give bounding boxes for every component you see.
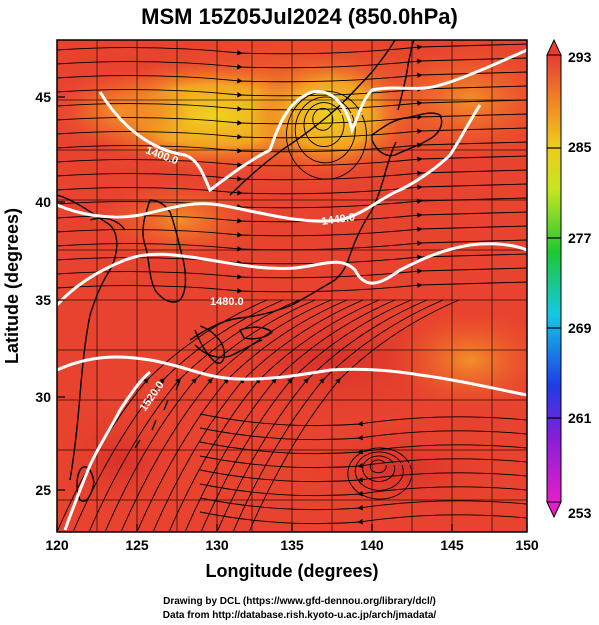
streamline: [312, 107, 334, 131]
streamline: [72, 299, 284, 532]
y-tick-label: 40: [35, 194, 51, 210]
contour-label: 1440.0: [321, 211, 356, 228]
x-tick-label: 150: [515, 537, 539, 553]
x-tick-label: 120: [45, 537, 69, 553]
colorbar-min-arrow: [546, 501, 562, 519]
streamline: [347, 447, 413, 500]
streamline: [303, 102, 345, 147]
credit-drawing: Drawing by DCL (https://www.gfd-dennou.o…: [163, 596, 436, 607]
streamline: [199, 455, 527, 469]
contour-label: 1480.0: [210, 296, 244, 308]
streamline: [184, 299, 396, 532]
streamline: [57, 267, 527, 280]
streamline: [136, 299, 348, 532]
x-tick-label: 135: [280, 537, 304, 553]
streamline: [199, 511, 527, 525]
streamline: [199, 427, 527, 441]
y-tick-label: 25: [35, 482, 51, 498]
coastlines: [57, 40, 443, 502]
streamline: [57, 281, 527, 294]
streamline: [57, 113, 527, 126]
colorbar-label: 261: [568, 410, 592, 426]
streamline: [200, 299, 412, 532]
streamline: [57, 99, 527, 112]
y-axis-title: Latitude (degrees): [2, 208, 22, 364]
streamline: [88, 299, 300, 532]
colorbar-scale: [546, 54, 562, 503]
streamline: [57, 155, 527, 168]
streamline: [199, 413, 527, 427]
streamline: [199, 469, 527, 483]
credit-data-source: Data from http://database.rish.kyoto-u.a…: [162, 610, 437, 621]
colorbar-max-arrow: [546, 38, 562, 56]
x-tick-labels: 120 125 130 135 140 145 150: [45, 537, 539, 553]
streamline: [294, 96, 356, 164]
streamline: [369, 459, 387, 474]
y-tick-label: 45: [35, 89, 51, 105]
temperature-field: 1400.0 1440.0 1480.0 1520.0: [57, 40, 527, 532]
streamline: [199, 441, 527, 455]
streamline: [57, 127, 527, 140]
x-tick-label: 125: [125, 537, 149, 553]
x-tick-label: 140: [360, 537, 384, 553]
y-tick-label: 35: [35, 292, 51, 308]
height-contours: [57, 48, 527, 531]
x-tick-label: 145: [440, 537, 464, 553]
y-tick-label: 30: [35, 389, 51, 405]
streamline: [57, 43, 527, 56]
streamline: [362, 455, 396, 482]
colorbar-label: 269: [568, 320, 592, 336]
streamline: [57, 169, 527, 182]
x-tick-marks: [56, 524, 528, 532]
colorbar: 293 285 277 269 261 253: [546, 38, 592, 521]
streamline: [216, 299, 428, 532]
y-tick-marks: [57, 96, 65, 491]
colorbar-label: 253: [568, 505, 592, 521]
colorbar-ticks: [547, 147, 561, 419]
streamline: [57, 183, 527, 196]
chart-title: MSM 15Z05Jul2024 (850.0hPa): [141, 4, 458, 29]
streamline: [199, 497, 527, 511]
colorbar-label: 277: [568, 230, 592, 246]
wind-streamlines: [57, 43, 527, 532]
colorbar-label: 285: [568, 139, 592, 155]
streamline: [57, 141, 527, 154]
streamline: [57, 85, 527, 98]
y-tick-labels: 25 30 35 40 45: [35, 89, 51, 498]
colorbar-label: 293: [568, 49, 592, 65]
streamline: [57, 253, 527, 266]
streamline: [104, 299, 316, 532]
streamline: [57, 57, 527, 70]
x-axis-title: Longitude (degrees): [205, 561, 378, 581]
streamline: [57, 71, 527, 84]
streamline: [232, 299, 444, 532]
streamline: [354, 451, 404, 491]
streamline: [286, 90, 367, 180]
streamline: [120, 299, 332, 532]
streamline: [57, 225, 527, 238]
x-tick-label: 130: [205, 537, 229, 553]
